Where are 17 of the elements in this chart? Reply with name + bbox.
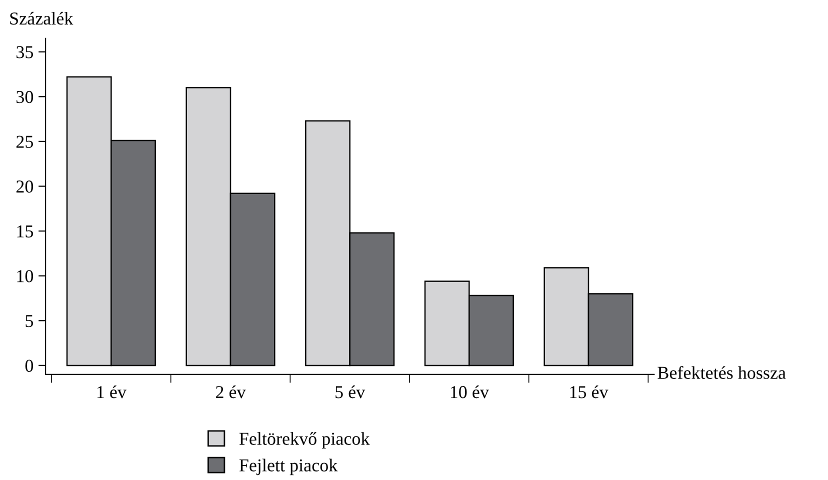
- y-tick-label: 35: [16, 46, 34, 58]
- y-tick-label: 10: [17, 270, 34, 282]
- x-tick-label: 15 év: [570, 385, 608, 398]
- x-tick-label: 2 év: [216, 385, 246, 398]
- x-tick-label: 10 év: [450, 385, 489, 398]
- x-axis-title: Befektetés hossza: [658, 366, 786, 379]
- y-tick-label: 15: [17, 225, 34, 238]
- y-tick-label: 30: [16, 90, 34, 104]
- x-tick-label: 1 év: [97, 385, 126, 398]
- y-tick-label: 0: [25, 360, 34, 372]
- legend-label: Feltörekvő piacok: [239, 432, 370, 449]
- y-axis-title: Százalék: [10, 12, 74, 25]
- y-tick-label: 20: [16, 180, 34, 193]
- legend-label: Fejlett piacok: [239, 458, 338, 476]
- x-tick-label: 5 év: [336, 385, 366, 398]
- y-tick-label: 25: [16, 136, 34, 148]
- y-tick-label: 5: [26, 315, 34, 328]
